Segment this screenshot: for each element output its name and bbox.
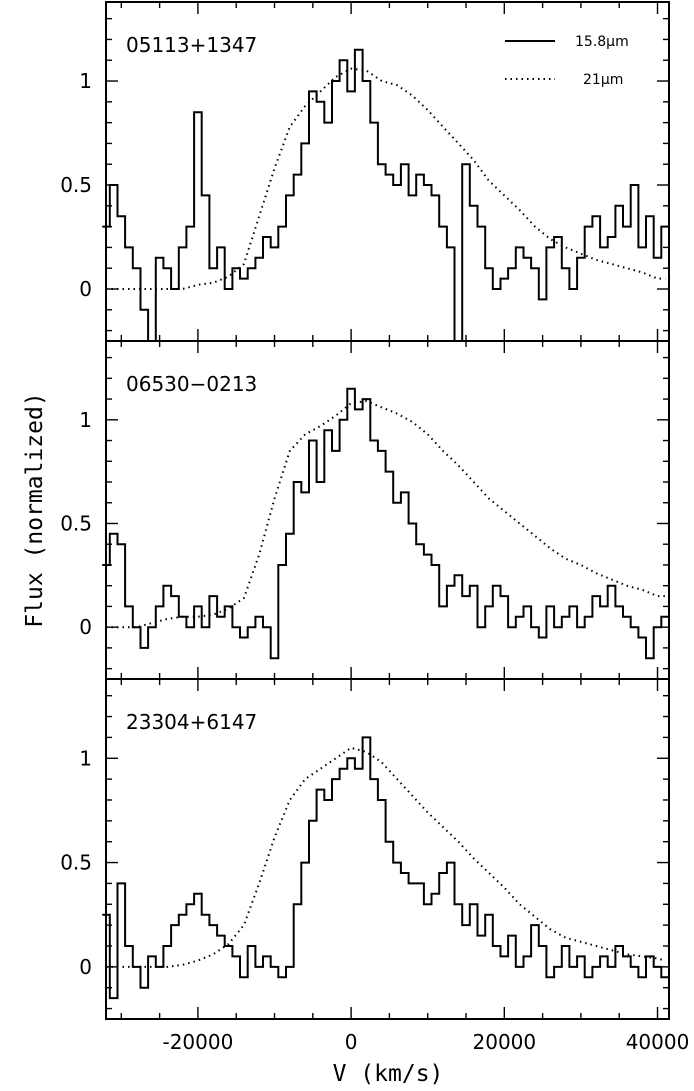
legend-label-21um: 21μm <box>583 72 623 88</box>
plot-root: 0 0.5 1 05113+1347 15.8μm 21μm 0 0.5 1 06530−0213… <box>60 1 690 1054</box>
y-tick-label: 1 <box>79 746 92 770</box>
y-tick-label: 0.5 <box>60 173 92 197</box>
y-tick-label: 1 <box>79 69 92 93</box>
panel-name: 06530−0213 <box>126 372 257 396</box>
panel-name: 05113+1347 <box>126 33 257 57</box>
panel-frame <box>105 678 670 1020</box>
legend: 15.8μm 21μm <box>505 34 629 88</box>
x-tick-label: 20000 <box>473 1030 537 1054</box>
panel-2: 0 0.5 1 23304+6147 -20000 0 20000 40000 <box>60 678 690 1054</box>
x-axis-title: V (km/s) <box>333 1061 444 1087</box>
series-15-8um-line <box>102 48 669 342</box>
series-21um-line <box>106 400 666 629</box>
y-tick-label: 0.5 <box>60 511 92 535</box>
legend-label-15-8um: 15.8μm <box>575 34 629 50</box>
y-axis-title: Flux (normalized) <box>22 392 48 627</box>
y-tick-label: 0 <box>79 277 92 301</box>
x-tick-label: 40000 <box>626 1030 690 1054</box>
y-tick-label: 0 <box>79 955 92 979</box>
panel-0: 0 0.5 1 05113+1347 15.8μm 21μm <box>60 1 670 342</box>
x-tick-label: -20000 <box>162 1030 233 1054</box>
series-21um-line <box>106 67 666 290</box>
series-21um-line <box>106 746 666 968</box>
x-tick-label: 0 <box>345 1030 358 1054</box>
y-tick-label: 0.5 <box>60 851 92 875</box>
panel-name: 23304+6147 <box>126 710 257 734</box>
series-15-8um-line <box>102 736 669 1000</box>
series-15-8um-line <box>102 387 669 660</box>
y-tick-label: 0 <box>79 615 92 639</box>
panel-1: 0 0.5 1 06530−0213 <box>60 340 670 680</box>
y-tick-label: 1 <box>79 408 92 432</box>
